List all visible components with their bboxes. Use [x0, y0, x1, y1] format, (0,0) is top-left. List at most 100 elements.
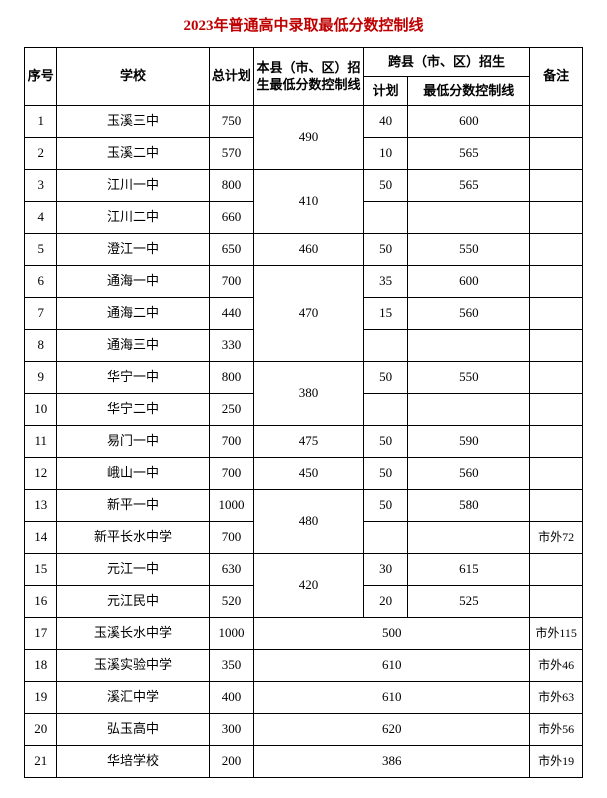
- cell-num: 18: [25, 650, 57, 682]
- cell-school: 华宁二中: [57, 394, 209, 426]
- cell-num: 12: [25, 458, 57, 490]
- cell-cscore: [408, 202, 530, 234]
- cell-cscore: 565: [408, 138, 530, 170]
- cell-note: [530, 330, 583, 362]
- cell-school: 新平长水中学: [57, 522, 209, 554]
- table-row: 18 玉溪实验中学 350 610 市外46: [25, 650, 583, 682]
- cell-num: 11: [25, 426, 57, 458]
- cell-local: 450: [254, 458, 364, 490]
- cell-school: 江川一中: [57, 170, 209, 202]
- cell-school: 江川二中: [57, 202, 209, 234]
- cell-total: 200: [209, 746, 254, 778]
- cell-school: 峨山一中: [57, 458, 209, 490]
- cell-school: 华宁一中: [57, 362, 209, 394]
- cell-school: 玉溪二中: [57, 138, 209, 170]
- cell-cplan: 50: [363, 458, 408, 490]
- table-row: 5 澄江一中 650 460 50 550: [25, 234, 583, 266]
- cell-total: 800: [209, 170, 254, 202]
- cell-cscore: 600: [408, 106, 530, 138]
- cell-local: 480: [254, 490, 364, 554]
- cell-total: 330: [209, 330, 254, 362]
- cell-num: 4: [25, 202, 57, 234]
- cell-note: 市外115: [530, 618, 583, 650]
- cell-total: 350: [209, 650, 254, 682]
- cell-num: 8: [25, 330, 57, 362]
- cell-note: [530, 298, 583, 330]
- cell-cplan: 15: [363, 298, 408, 330]
- cell-num: 3: [25, 170, 57, 202]
- cell-cscore: 525: [408, 586, 530, 618]
- table-row: 13 新平一中 1000 480 50 580: [25, 490, 583, 522]
- cell-school: 玉溪长水中学: [57, 618, 209, 650]
- cell-cscore: 550: [408, 362, 530, 394]
- cell-cscore: 615: [408, 554, 530, 586]
- cell-cscore: [408, 394, 530, 426]
- table-row: 1 玉溪三中 750 490 40 600: [25, 106, 583, 138]
- cell-num: 2: [25, 138, 57, 170]
- cell-cplan: [363, 202, 408, 234]
- cell-num: 21: [25, 746, 57, 778]
- hdr-school: 学校: [57, 48, 209, 106]
- cell-local: 420: [254, 554, 364, 618]
- cell-cscore: [408, 330, 530, 362]
- cell-cplan: 50: [363, 490, 408, 522]
- cell-school: 元江一中: [57, 554, 209, 586]
- cell-school: 易门一中: [57, 426, 209, 458]
- hdr-note: 备注: [530, 48, 583, 106]
- table-row: 20 弘玉高中 300 620 市外56: [25, 714, 583, 746]
- cell-note: 市外72: [530, 522, 583, 554]
- cell-num: 9: [25, 362, 57, 394]
- cell-total: 700: [209, 458, 254, 490]
- cell-note: [530, 234, 583, 266]
- table-row: 21 华培学校 200 386 市外19: [25, 746, 583, 778]
- table-row: 6 通海一中 700 470 35 600: [25, 266, 583, 298]
- table-row: 9 华宁一中 800 380 50 550: [25, 362, 583, 394]
- cell-num: 17: [25, 618, 57, 650]
- cell-school: 澄江一中: [57, 234, 209, 266]
- table-row: 15 元江一中 630 420 30 615: [25, 554, 583, 586]
- cell-note: [530, 362, 583, 394]
- cell-merged-score: 500: [254, 618, 530, 650]
- cell-note: [530, 138, 583, 170]
- cell-cscore: 560: [408, 298, 530, 330]
- page-title: 2023年普通高中录取最低分数控制线: [24, 14, 583, 35]
- cell-num: 10: [25, 394, 57, 426]
- cell-cplan: 30: [363, 554, 408, 586]
- cell-local: 460: [254, 234, 364, 266]
- cell-cscore: 565: [408, 170, 530, 202]
- cell-local: 470: [254, 266, 364, 362]
- cell-note: 市外46: [530, 650, 583, 682]
- cell-school: 新平一中: [57, 490, 209, 522]
- cell-cplan: 50: [363, 234, 408, 266]
- hdr-cross-score: 最低分数控制线: [408, 77, 530, 106]
- cell-num: 7: [25, 298, 57, 330]
- cell-note: 市外56: [530, 714, 583, 746]
- cell-cplan: 40: [363, 106, 408, 138]
- cell-total: 250: [209, 394, 254, 426]
- cell-total: 800: [209, 362, 254, 394]
- cell-total: 520: [209, 586, 254, 618]
- cell-local: 380: [254, 362, 364, 426]
- cell-note: 市外63: [530, 682, 583, 714]
- cell-school: 溪汇中学: [57, 682, 209, 714]
- cell-school: 华培学校: [57, 746, 209, 778]
- table-row: 11 易门一中 700 475 50 590: [25, 426, 583, 458]
- cell-school: 通海二中: [57, 298, 209, 330]
- hdr-cross-plan: 计划: [363, 77, 408, 106]
- cell-cscore: 580: [408, 490, 530, 522]
- cell-cscore: 600: [408, 266, 530, 298]
- cell-merged-score: 620: [254, 714, 530, 746]
- cell-total: 750: [209, 106, 254, 138]
- cell-total: 300: [209, 714, 254, 746]
- hdr-local: 本县（市、区）招生最低分数控制线: [254, 48, 364, 106]
- cell-cplan: 50: [363, 170, 408, 202]
- cell-cscore: 560: [408, 458, 530, 490]
- cell-cscore: 590: [408, 426, 530, 458]
- cell-note: [530, 394, 583, 426]
- cell-note: [530, 170, 583, 202]
- cell-note: 市外19: [530, 746, 583, 778]
- cell-merged-score: 386: [254, 746, 530, 778]
- cell-cplan: [363, 330, 408, 362]
- table-row: 19 溪汇中学 400 610 市外63: [25, 682, 583, 714]
- hdr-num: 序号: [25, 48, 57, 106]
